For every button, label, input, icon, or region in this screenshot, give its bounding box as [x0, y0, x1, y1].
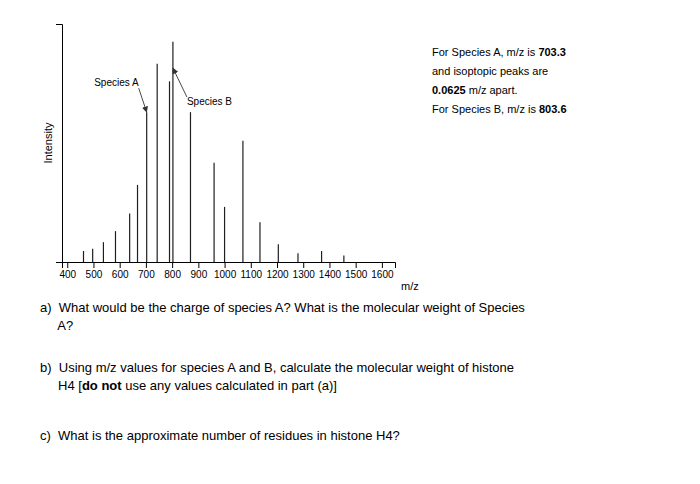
x-tick: 1500 [345, 262, 368, 280]
x-axis-title: m/z [401, 280, 419, 292]
x-tick-mark [67, 262, 68, 268]
text-line: For Species B, m/z is 803.6 [432, 103, 567, 115]
peak [146, 112, 147, 262]
x-tick-label: 900 [191, 269, 208, 280]
peak [343, 255, 344, 262]
y-axis-title: Intensity [42, 122, 54, 163]
text-segment: A? [40, 318, 73, 333]
text-segment: For Species A, m/z is [432, 46, 538, 58]
annotation-label: Species A [94, 77, 139, 88]
peak [172, 42, 173, 262]
x-axis-line [63, 263, 396, 269]
x-tick: 500 [86, 262, 103, 280]
y-axis-line [56, 25, 63, 263]
text-segment: 803.6 [539, 103, 567, 115]
x-tick-label: 1300 [293, 269, 316, 280]
plot-area [84, 42, 344, 262]
x-tick: 400 [59, 262, 76, 280]
text-segment: H4 [ [40, 378, 82, 393]
peak [115, 231, 116, 262]
peak [242, 141, 243, 262]
text-segment: and isoptopic peaks are [432, 65, 548, 77]
x-tick-mark [120, 262, 121, 268]
annotation-label: Species B [187, 96, 232, 107]
x-tick-mark [172, 262, 173, 268]
x-tick: 1600 [371, 262, 394, 280]
peak [157, 64, 158, 262]
x-tick-mark [329, 262, 330, 268]
peak [129, 214, 130, 262]
peak [297, 253, 298, 262]
peak [169, 81, 170, 262]
text-segment: m/z apart. [466, 84, 518, 96]
x-tick: 1300 [293, 262, 316, 280]
x-tick-mark [277, 262, 278, 268]
x-tick-mark [303, 262, 304, 268]
x-tick-label: 1600 [371, 269, 394, 280]
x-tick: 900 [191, 262, 208, 280]
text-segment: c) What is the approximate number of res… [40, 428, 400, 443]
text-line: 0.0625 m/z apart. [432, 84, 518, 96]
questions: a) What would be the charge of species A… [40, 300, 525, 443]
text-segment: For Species B, m/z is [432, 103, 539, 115]
x-tick-label: 400 [59, 269, 76, 280]
text-segment: use any values calculated in part (a)] [122, 378, 337, 393]
x-tick: 600 [112, 262, 129, 280]
y-axis [56, 25, 63, 263]
side-notes: For Species A, m/z is 703.3 and isoptopic… [432, 46, 567, 115]
peak [83, 251, 84, 262]
text-line: a) What would be the charge of species A… [40, 300, 525, 315]
x-axis: 400 500 600 700 800 900 1000 11001200 1300140015… [59, 262, 395, 280]
text-line: and isoptopic peaks are [432, 65, 548, 77]
peak [103, 242, 104, 262]
x-tick-label: 1400 [319, 269, 342, 280]
x-tick-label: 500 [86, 269, 103, 280]
x-tick-label: 1500 [345, 269, 368, 280]
x-tick-mark [356, 262, 357, 268]
x-tick: 1100 [241, 262, 263, 280]
peak [137, 185, 138, 262]
text-line: A? [40, 318, 73, 333]
x-tick: 1200 [266, 262, 289, 280]
x-tick-label: 1000 [214, 269, 237, 280]
peak [190, 112, 191, 262]
text-segment: b) Using m/z values for species A and B,… [40, 360, 514, 375]
annotation-arrow [173, 68, 187, 97]
annotations: Species A Species B [94, 68, 232, 112]
text-segment: do not [82, 378, 122, 393]
x-tick-label: 700 [138, 269, 155, 280]
x-tick-label: 600 [112, 269, 129, 280]
text-line: b) Using m/z values for species A and B,… [40, 360, 514, 375]
x-tick-mark [225, 262, 226, 268]
page: 400 500 600 700 800 900 1000 11001200 1300140015… [0, 0, 700, 484]
text-segment: a) What would be the charge of species A… [40, 300, 525, 315]
text-line: For Species A, m/z is 703.3 [432, 46, 566, 58]
text-line: H4 [do not use any values calculated in … [40, 378, 337, 393]
x-tick: 800 [164, 262, 181, 280]
text-segment: 703.3 [538, 46, 566, 58]
text-line: c) What is the approximate number of res… [40, 428, 400, 443]
peak [224, 207, 225, 262]
x-tick: 1400 [319, 262, 342, 280]
x-tick-label: 800 [164, 269, 181, 280]
x-tick: 700 [138, 262, 155, 280]
peak [278, 244, 279, 262]
x-tick-label: 1200 [266, 269, 289, 280]
peak [213, 163, 214, 262]
annotation-arrow [139, 88, 147, 112]
x-tick-mark [382, 262, 383, 268]
peak [92, 249, 93, 262]
x-tick-mark [198, 262, 199, 268]
x-tick: 1000 [214, 262, 237, 280]
x-tick-mark [146, 262, 147, 268]
peak [321, 251, 322, 262]
x-tick-mark [93, 262, 94, 268]
peak [259, 222, 260, 262]
x-tick-mark [251, 262, 252, 268]
text-segment: 0.0625 [432, 84, 466, 96]
x-tick-label: 1100 [241, 269, 263, 280]
